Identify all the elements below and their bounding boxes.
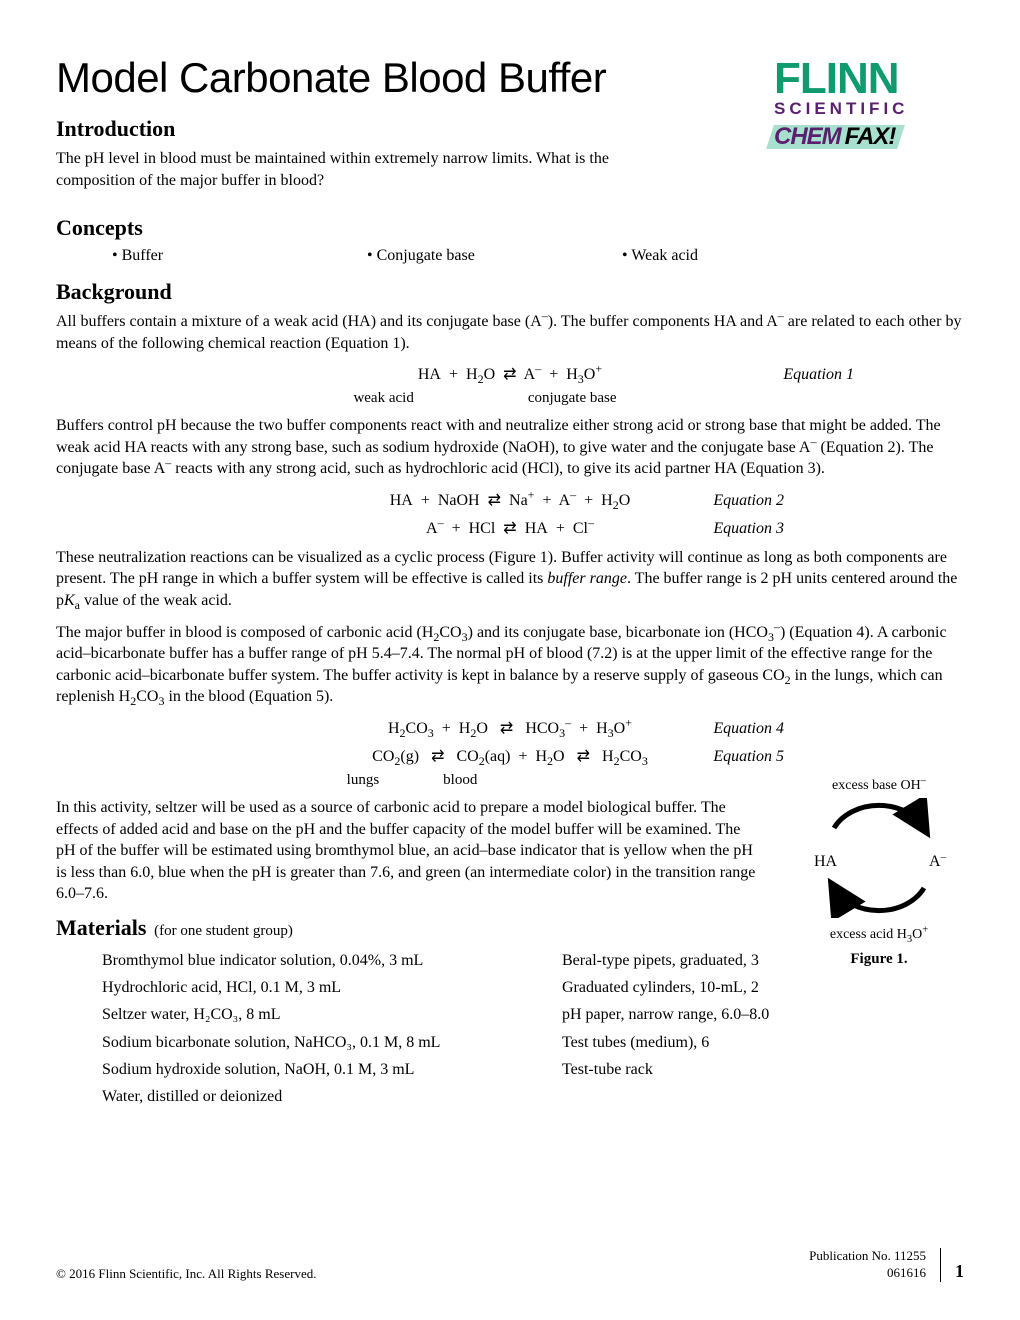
copyright-text: © 2016 Flinn Scientific, Inc. All Rights… <box>56 1266 316 1282</box>
background-heading: Background <box>56 279 964 305</box>
background-p2: Buffers control pH because the two buffe… <box>56 415 964 480</box>
material-item: Bromthymol blue indicator solution, 0.04… <box>102 947 562 974</box>
equation-1-label: Equation 1 <box>783 364 854 386</box>
page-title: Model Carbonate Blood Buffer <box>56 54 774 102</box>
materials-list: Bromthymol blue indicator solution, 0.04… <box>56 947 964 1110</box>
equation-3-label: Equation 3 <box>713 518 784 540</box>
material-item: Test-tube rack <box>562 1056 1020 1083</box>
publication-date: 061616 <box>809 1265 926 1282</box>
material-item: Hydrochloric acid, HCl, 0.1 M, 3 mL <box>102 974 562 1001</box>
material-item: pH paper, narrow range, 6.0–8.0 <box>562 1001 1020 1028</box>
introduction-text: The pH level in blood must be maintained… <box>56 148 656 191</box>
logo-chem: CHEM <box>774 123 841 151</box>
equation-4: H2CO3 + H2O ⇄ HCO3– + H3O+ Equation 4 <box>56 718 964 740</box>
background-p4: The major buffer in blood is composed of… <box>56 622 964 708</box>
equation-2-label: Equation 2 <box>713 490 784 512</box>
publication-number: Publication No. 11255 <box>809 1248 926 1265</box>
introduction-heading: Introduction <box>56 116 774 142</box>
material-item: Sodium hydroxide solution, NaOH, 0.1 M, … <box>102 1056 562 1083</box>
material-item: Water, distilled or deionized <box>102 1083 562 1110</box>
concept-item: Weak acid <box>622 247 877 265</box>
concepts-heading: Concepts <box>56 215 964 241</box>
equation-4-label: Equation 4 <box>713 718 784 740</box>
material-item: Test tubes (medium), 6 <box>562 1029 1020 1056</box>
figure-1: excess base OH– HA A– excess acid H3O+ F… <box>794 778 964 968</box>
material-item: Sodium bicarbonate solution, NaHCO₃, 0.1… <box>102 1029 562 1056</box>
background-p5: In this activity, seltzer will be used a… <box>56 797 756 905</box>
material-item: Seltzer water, H₂CO₃, 8 mL <box>102 1001 562 1028</box>
material-item: Graduated cylinders, 10-mL, 2 <box>562 974 1020 1001</box>
materials-subheading: (for one student group) <box>150 923 292 939</box>
logo-flinn: FLINN <box>774 60 964 97</box>
background-p3: These neutralization reactions can be vi… <box>56 547 964 612</box>
page-number: 1 <box>941 1261 964 1282</box>
concept-item: Conjugate base <box>367 247 622 265</box>
equation-1: HA + H2O ⇄ A– + H3O+ Equation 1 weak aci… <box>56 364 964 409</box>
concept-item: Buffer <box>112 247 367 265</box>
cycle-icon: HA A– <box>804 798 954 918</box>
svg-text:A–: A– <box>929 851 947 870</box>
figure-1-caption: Figure 1. <box>794 951 964 968</box>
concepts-list: Buffer Conjugate base Weak acid <box>56 247 964 265</box>
equation-5-label: Equation 5 <box>713 746 784 768</box>
cycle-ha-label: HA <box>814 853 838 870</box>
equation-2: HA + NaOH ⇄ Na+ + A– + H2O Equation 2 <box>56 490 964 512</box>
equation-3: A– + HCl ⇄ HA + Cl– Equation 3 <box>56 518 964 540</box>
background-p1: All buffers contain a mixture of a weak … <box>56 311 964 354</box>
materials-heading: Materials <box>56 915 146 940</box>
logo-fax: FAX! <box>845 123 896 151</box>
logo-scientific: SCIENTIFIC <box>774 99 964 119</box>
page-footer: © 2016 Flinn Scientific, Inc. All Rights… <box>56 1248 964 1282</box>
flinn-logo: FLINN SCIENTIFIC CHEMFAX! <box>774 54 964 151</box>
